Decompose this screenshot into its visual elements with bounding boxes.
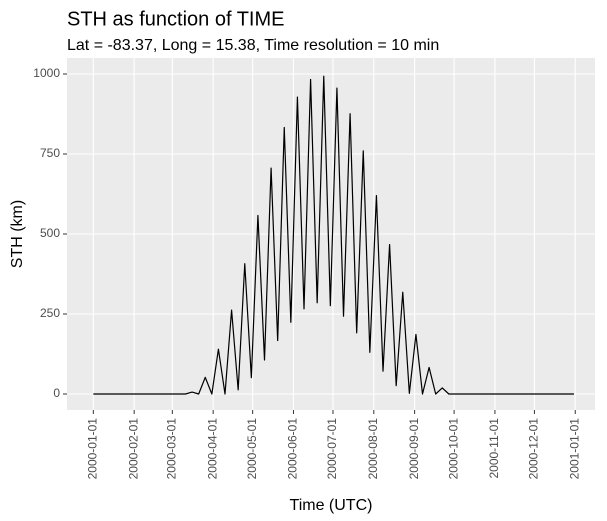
x-tick-label: 2001-01-01 bbox=[567, 418, 581, 480]
y-tick-label: 750 bbox=[40, 146, 60, 160]
y-tick-label: 0 bbox=[53, 386, 60, 400]
y-tick-label: 1000 bbox=[33, 66, 60, 80]
y-tick-label: 500 bbox=[40, 226, 60, 240]
x-axis-label: Time (UTC) bbox=[290, 497, 373, 514]
x-tick-label: 2000-08-01 bbox=[366, 418, 380, 480]
x-tick-label: 2000-02-01 bbox=[126, 418, 140, 480]
x-tick-label: 2000-03-01 bbox=[165, 418, 179, 480]
x-tick-label: 2000-12-01 bbox=[527, 418, 541, 480]
x-tick-label: 2000-07-01 bbox=[325, 418, 339, 480]
y-axis-label: STH (km) bbox=[9, 200, 26, 268]
x-tick-label: 2000-11-01 bbox=[487, 418, 501, 479]
chart-subtitle: Lat = -83.37, Long = 15.38, Time resolut… bbox=[67, 37, 439, 54]
data-line bbox=[93, 75, 574, 395]
chart-title: STH as function of TIME bbox=[67, 8, 285, 30]
x-tick-label: 2000-09-01 bbox=[407, 418, 421, 480]
x-tick-label: 2000-01-01 bbox=[86, 418, 100, 480]
x-tick-label: 2000-04-01 bbox=[205, 418, 219, 480]
x-tick-label: 2000-06-01 bbox=[286, 418, 300, 480]
y-tick-label: 250 bbox=[40, 306, 60, 320]
x-tick-label: 2000-10-01 bbox=[446, 418, 460, 480]
x-tick-label: 2000-05-01 bbox=[245, 418, 259, 480]
